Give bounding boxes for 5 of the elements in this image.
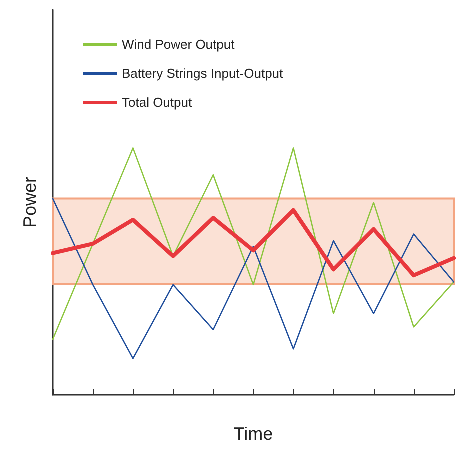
y-axis-title: Power (20, 176, 40, 228)
x-axis-title: Time (234, 424, 274, 444)
legend-label: Battery Strings Input-Output (122, 66, 284, 81)
legend-label: Total Output (122, 95, 192, 110)
legend-label: Wind Power Output (122, 37, 236, 52)
